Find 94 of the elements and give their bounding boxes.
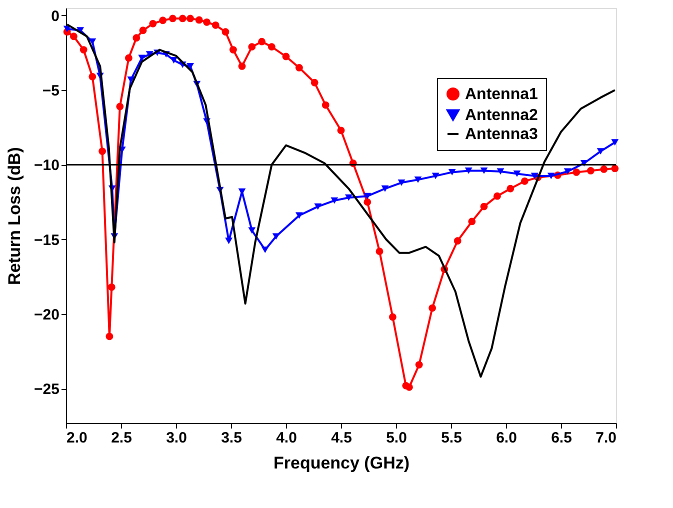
point: [464, 168, 472, 174]
y-tick-label: −10: [34, 157, 60, 174]
point: [496, 168, 504, 175]
point: [468, 218, 476, 226]
point: [186, 14, 194, 22]
point: [322, 101, 330, 109]
point: [547, 172, 555, 180]
x-tick-label: 3.5: [221, 430, 242, 446]
x-axis-title: Frequency (GHz): [273, 454, 410, 472]
point: [127, 76, 135, 83]
point: [530, 172, 538, 180]
point: [261, 246, 269, 254]
x-tick-label: 5.5: [441, 430, 462, 446]
point: [295, 212, 303, 219]
point: [611, 139, 619, 146]
point: [195, 16, 203, 24]
point: [513, 170, 521, 177]
point: [108, 283, 116, 291]
point: [212, 21, 220, 29]
point: [268, 43, 276, 51]
y-axis-title: Return Loss (dB): [5, 147, 24, 285]
point: [388, 313, 396, 321]
legend-label: Antenna3: [465, 126, 538, 143]
point: [314, 203, 322, 210]
point: [493, 192, 501, 200]
point: [106, 332, 114, 340]
point: [139, 26, 147, 34]
point: [454, 237, 462, 245]
point: [428, 304, 436, 312]
point: [480, 202, 488, 210]
point: [364, 192, 372, 200]
point: [364, 198, 372, 206]
point: [248, 227, 256, 234]
x-tick-label: 4.5: [331, 430, 352, 446]
point: [203, 18, 211, 26]
point: [258, 38, 266, 46]
point: [310, 78, 318, 86]
y-tick-label: −25: [34, 381, 60, 398]
point: [70, 32, 78, 40]
point: [272, 233, 280, 240]
y-tick-label: 0: [51, 8, 60, 25]
point: [248, 43, 256, 51]
point: [170, 57, 178, 64]
legend-label: Antenna1: [465, 86, 538, 103]
point: [149, 20, 157, 28]
point: [168, 14, 176, 22]
y-tick-label: −15: [34, 232, 60, 249]
point: [520, 177, 528, 185]
x-tick-label: 5.0: [386, 430, 407, 446]
x-tick-label: 6.0: [496, 430, 517, 446]
point: [415, 361, 423, 368]
point: [448, 169, 456, 176]
point: [596, 148, 604, 155]
y-tick-label: −20: [34, 306, 60, 324]
point: [586, 167, 594, 174]
point: [80, 46, 88, 54]
point: [330, 197, 338, 204]
x-tick-label: 2.5: [111, 430, 132, 446]
x-tick-label: 6.5: [551, 430, 572, 446]
legend-label: Antenna2: [465, 107, 538, 124]
x-tick-label: 2.0: [66, 430, 88, 446]
point: [98, 148, 106, 156]
point: [572, 168, 580, 176]
point: [506, 184, 514, 192]
x-tick-label: 3.0: [166, 430, 187, 446]
point: [337, 126, 345, 134]
point: [564, 168, 572, 175]
point: [138, 54, 146, 62]
point: [222, 28, 230, 36]
point: [398, 179, 406, 186]
point: [282, 52, 290, 60]
point: [88, 72, 96, 80]
point: [229, 46, 237, 54]
point: [132, 34, 140, 42]
y-tick-label: −5: [42, 82, 60, 100]
point: [178, 14, 186, 22]
point: [480, 168, 488, 174]
point: [611, 164, 619, 172]
point: [376, 248, 384, 256]
point: [414, 176, 422, 183]
point: [344, 194, 352, 201]
point: [116, 102, 124, 110]
x-tick-label: 7.0: [596, 430, 616, 446]
x-tick-label: 4.0: [276, 430, 297, 446]
point: [225, 238, 233, 244]
point: [124, 54, 132, 62]
point: [186, 63, 194, 70]
point: [600, 166, 608, 173]
point: [295, 64, 303, 72]
point: [238, 62, 246, 70]
point: [381, 185, 389, 192]
point: [405, 383, 413, 391]
point: [432, 172, 440, 180]
point: [159, 16, 167, 24]
